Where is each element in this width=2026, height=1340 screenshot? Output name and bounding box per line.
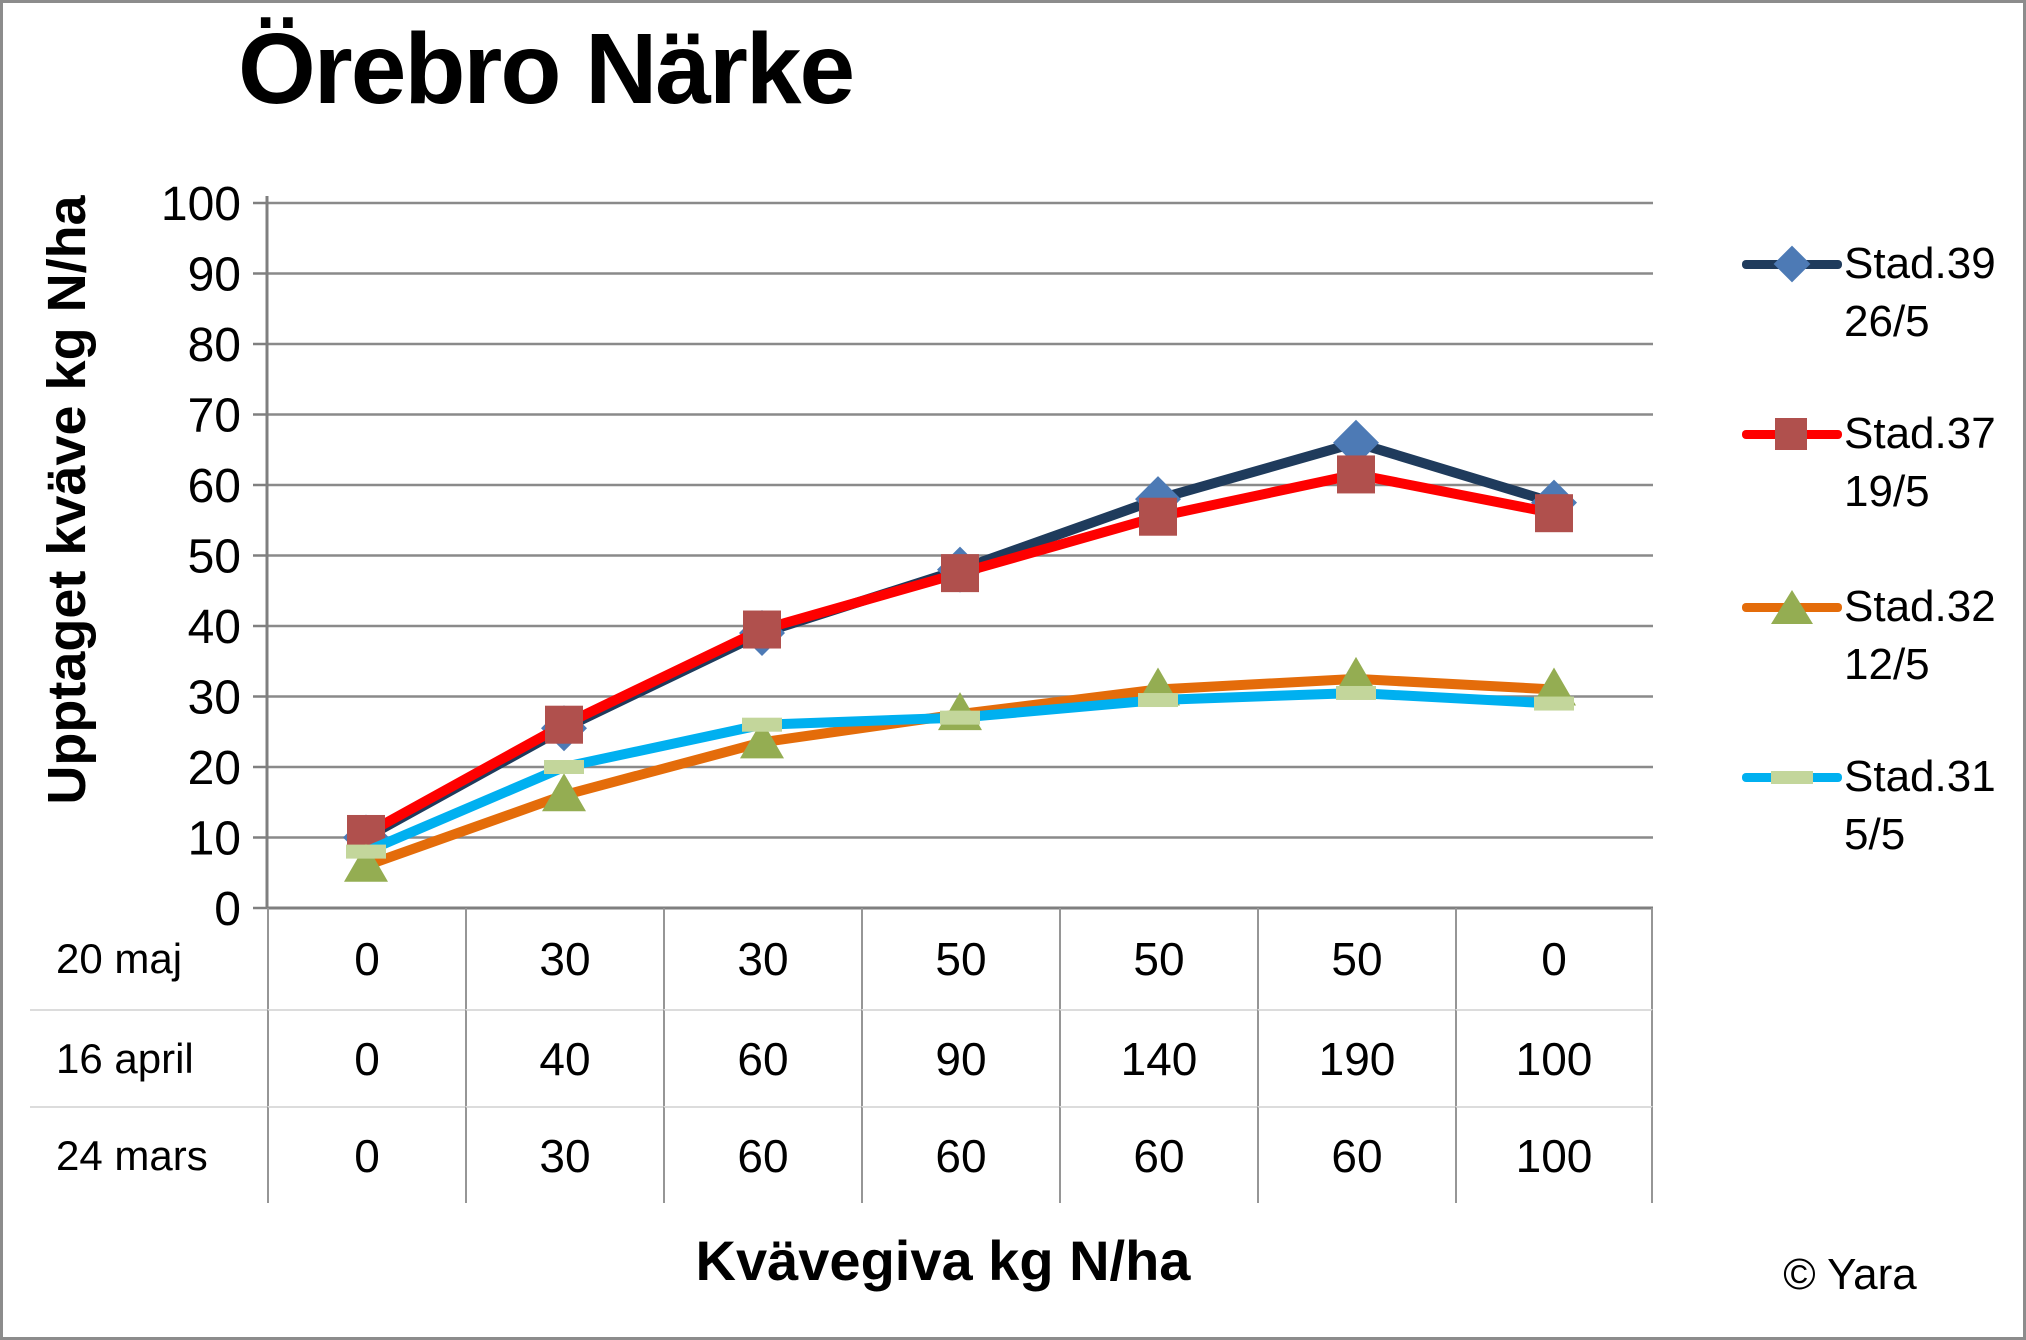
table-cell: 60 [1257, 1106, 1455, 1203]
y-tick-label: 80 [188, 319, 241, 372]
table-cell: 100 [1455, 1009, 1653, 1106]
table-cell: 0 [1455, 908, 1653, 1009]
table-cell: 60 [663, 1009, 861, 1106]
legend-series-date: 12/5 [1844, 640, 1930, 689]
y-tick-label: 20 [188, 742, 241, 795]
x-axis-data-table: 20 maj 0 30 30 50 50 50 0 16 april 0 40 … [30, 908, 1653, 1203]
y-axis-title: Upptaget kväve kg N/ha [37, 195, 97, 805]
table-cell: 40 [465, 1009, 663, 1106]
legend-series-date: 26/5 [1844, 297, 1930, 346]
x-axis-title: Kvävegiva kg N/ha [695, 1229, 1191, 1292]
table-cell: 50 [1059, 908, 1257, 1009]
table-row-label: 16 april [30, 1009, 267, 1106]
legend-item-stad39: Stad.39 26/5 [1742, 236, 2026, 348]
table-cell: 140 [1059, 1009, 1257, 1106]
legend-series-name: Stad.39 [1844, 239, 1996, 288]
y-tick-label: 70 [188, 390, 241, 443]
legend-series-date: 5/5 [1844, 810, 1906, 859]
legend-triangle-marker-icon [1771, 590, 1813, 624]
copyright-label: © Yara [1783, 1250, 1917, 1299]
y-tick-label: 30 [188, 672, 241, 725]
legend-series-name: Stad.37 [1844, 409, 1996, 458]
y-tick-label: 60 [188, 460, 241, 513]
legend-diamond-marker-icon [1773, 245, 1811, 283]
table-cell: 50 [861, 908, 1059, 1009]
table-cell: 30 [465, 1106, 663, 1203]
table-row-label: 24 mars [30, 1106, 267, 1203]
table-cell: 190 [1257, 1009, 1455, 1106]
y-tick-label: 50 [188, 531, 241, 584]
y-tick-label: 90 [188, 249, 241, 302]
table-cell: 0 [267, 908, 465, 1009]
table-cell: 50 [1257, 908, 1455, 1009]
y-tick-label: 40 [188, 601, 241, 654]
table-cell: 60 [1059, 1106, 1257, 1203]
y-tick-label: 10 [188, 813, 241, 866]
table-cell: 30 [465, 908, 663, 1009]
legend-series-date: 19/5 [1844, 467, 1930, 516]
legend-square-marker-icon [1775, 418, 1807, 450]
legend-item-stad37: Stad.37 19/5 [1742, 406, 2026, 518]
chart-title: Örebro Närke [238, 13, 855, 125]
table-cell: 100 [1455, 1106, 1653, 1203]
y-tick-label: 0 [214, 883, 241, 936]
y-tick-label: 100 [161, 178, 241, 231]
legend-item-stad31: Stad.31 5/5 [1742, 749, 2026, 861]
table-cell: 30 [663, 908, 861, 1009]
legend: Stad.39 26/5 Stad.37 19/5 Stad.32 12/5 S… [1742, 236, 2026, 936]
legend-dash-marker-icon [1771, 771, 1813, 784]
table-cell: 90 [861, 1009, 1059, 1106]
legend-series-name: Stad.32 [1844, 582, 1996, 631]
table-cell: 0 [267, 1009, 465, 1106]
legend-item-stad32: Stad.32 12/5 [1742, 579, 2026, 691]
table-row-label: 20 maj [56, 934, 183, 982]
table-cell: 0 [267, 1106, 465, 1203]
table-cell: 60 [861, 1106, 1059, 1203]
legend-series-name: Stad.31 [1844, 752, 1996, 801]
table-cell: 60 [663, 1106, 861, 1203]
